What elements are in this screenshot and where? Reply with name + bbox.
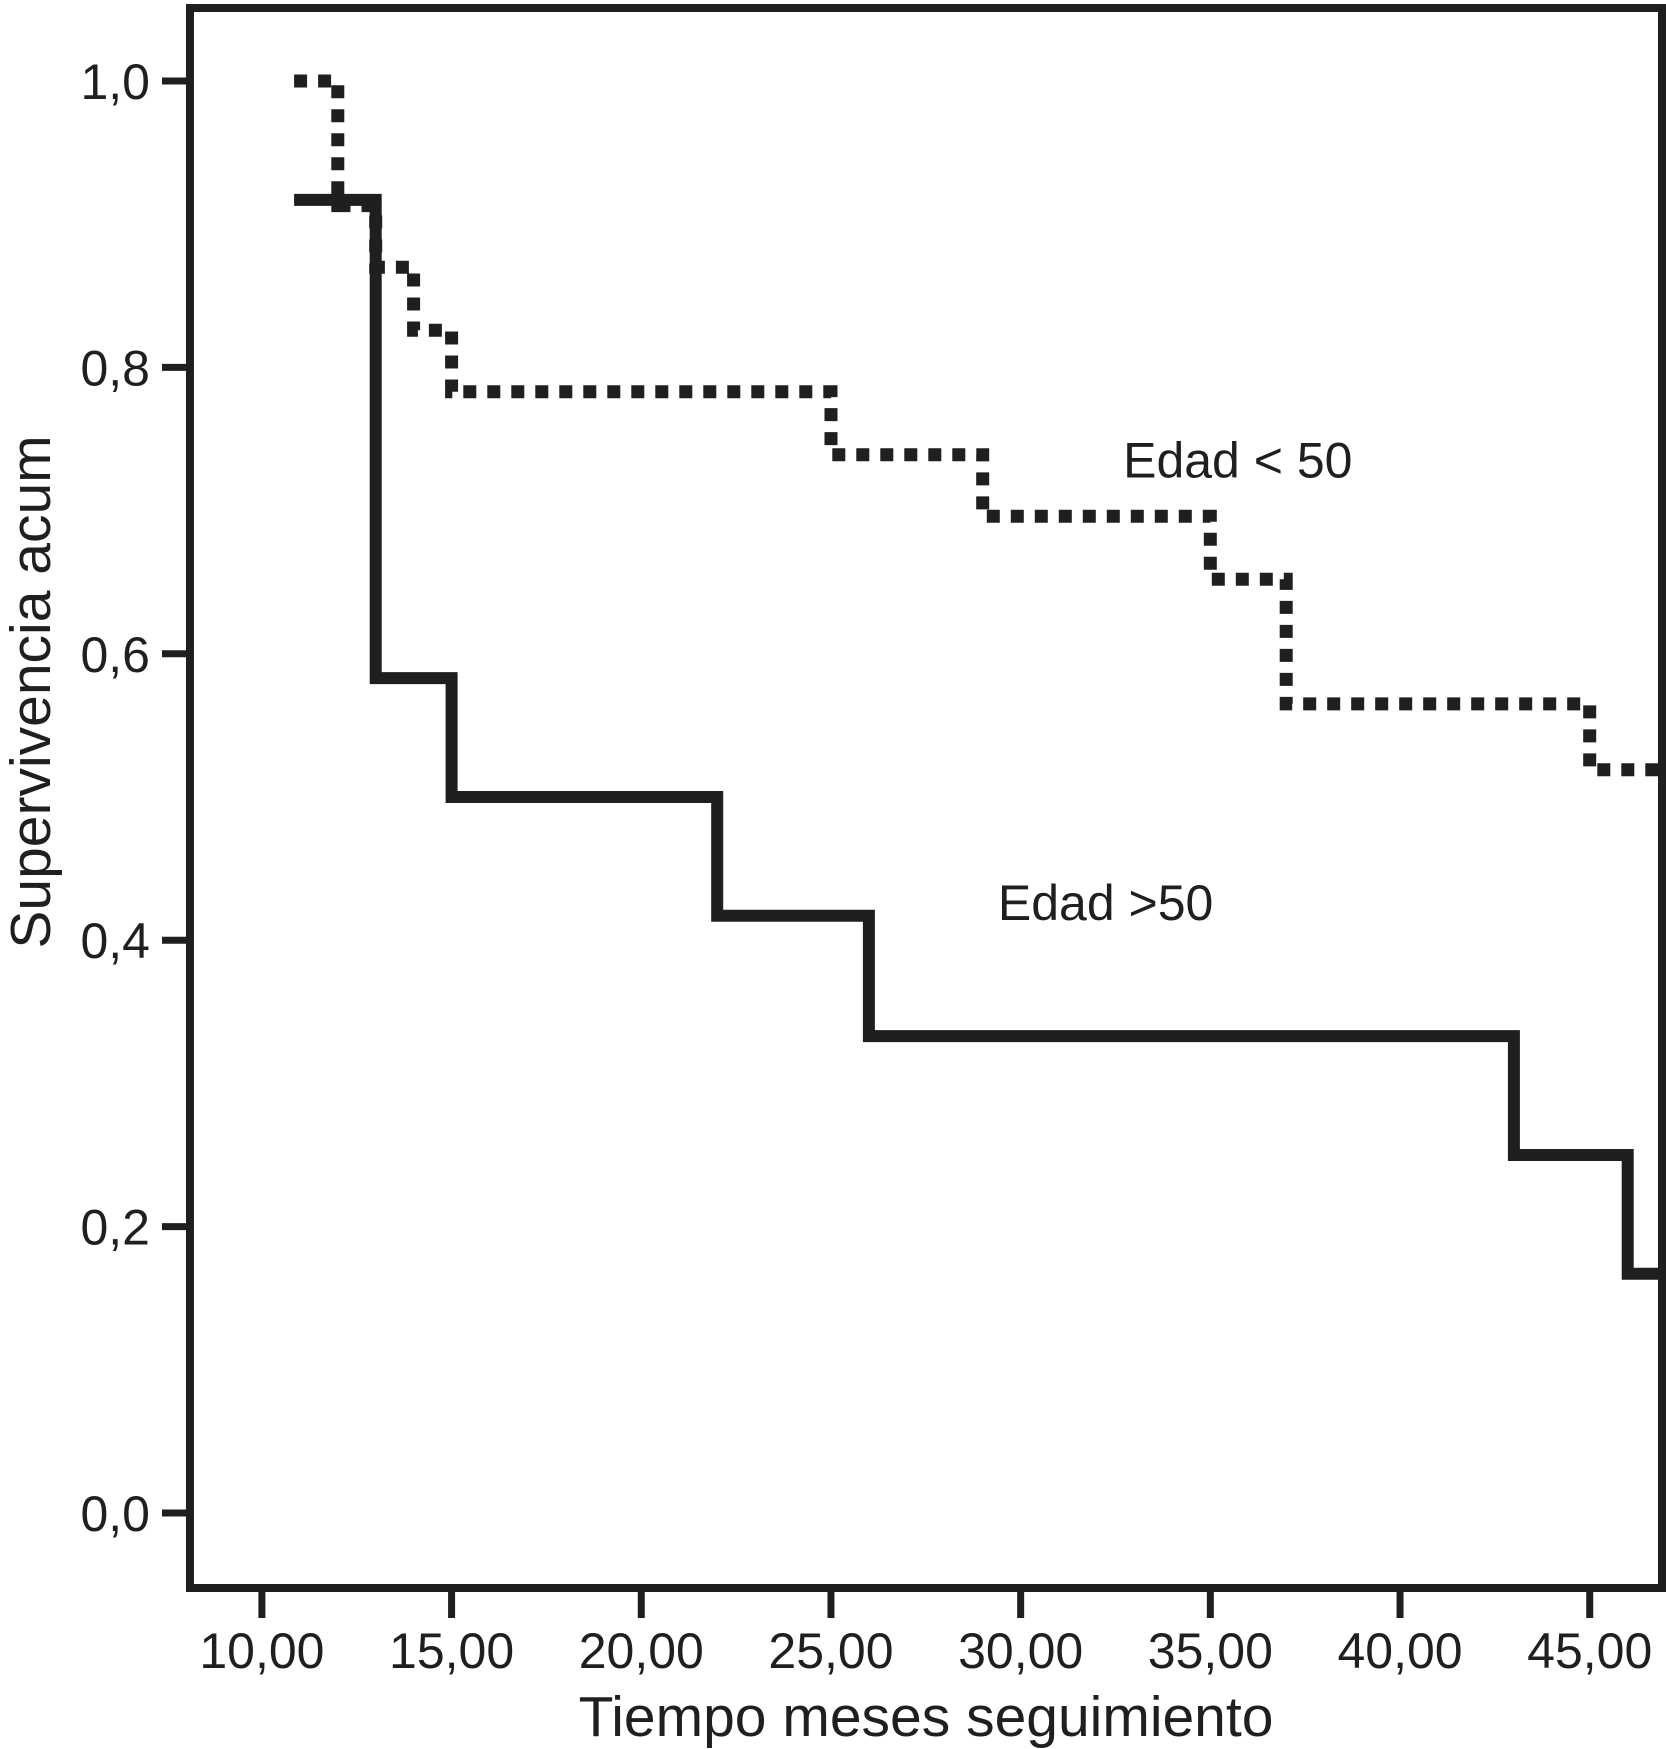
x-tick-label: 20,00 [579, 1623, 704, 1679]
x-tick-label: 15,00 [389, 1623, 514, 1679]
x-axis-title: Tiempo meses seguimiento [579, 1685, 1274, 1749]
y-tick-label: 0,8 [80, 340, 150, 396]
curve-edad-50 [294, 193, 1662, 1280]
curve-labels: Edad < 50 Edad >50 [998, 433, 1353, 931]
x-tick-label: 30,00 [958, 1623, 1083, 1679]
plot-border [186, 4, 1666, 1592]
x-tick-label: 45,00 [1527, 1623, 1652, 1679]
x-tick-label: 25,00 [768, 1623, 893, 1679]
y-tick-label: 0,6 [80, 627, 150, 683]
x-tick-label: 10,00 [199, 1623, 324, 1679]
x-tick-label: 35,00 [1148, 1623, 1273, 1679]
y-tick-label: 1,0 [80, 54, 150, 110]
y-tick-label: 0,0 [80, 1486, 150, 1542]
y-tick-label: 0,4 [80, 913, 150, 969]
x-axis: 10,00 15,00 20,00 25,00 30,00 35,00 40,00 45,00 [199, 1588, 1652, 1679]
curves [294, 74, 1662, 1280]
curve-label-edad-50: Edad >50 [998, 875, 1213, 931]
y-axis-title: Supervivencia acum [0, 435, 63, 948]
y-axis: 1,0 0,8 0,6 0,4 0,2 0,0 [80, 54, 190, 1542]
curve-edad-50 [294, 74, 1662, 777]
y-tick-label: 0,2 [80, 1200, 150, 1256]
x-tick-label: 40,00 [1337, 1623, 1462, 1679]
curve-label-edad-50: Edad < 50 [1123, 433, 1352, 489]
